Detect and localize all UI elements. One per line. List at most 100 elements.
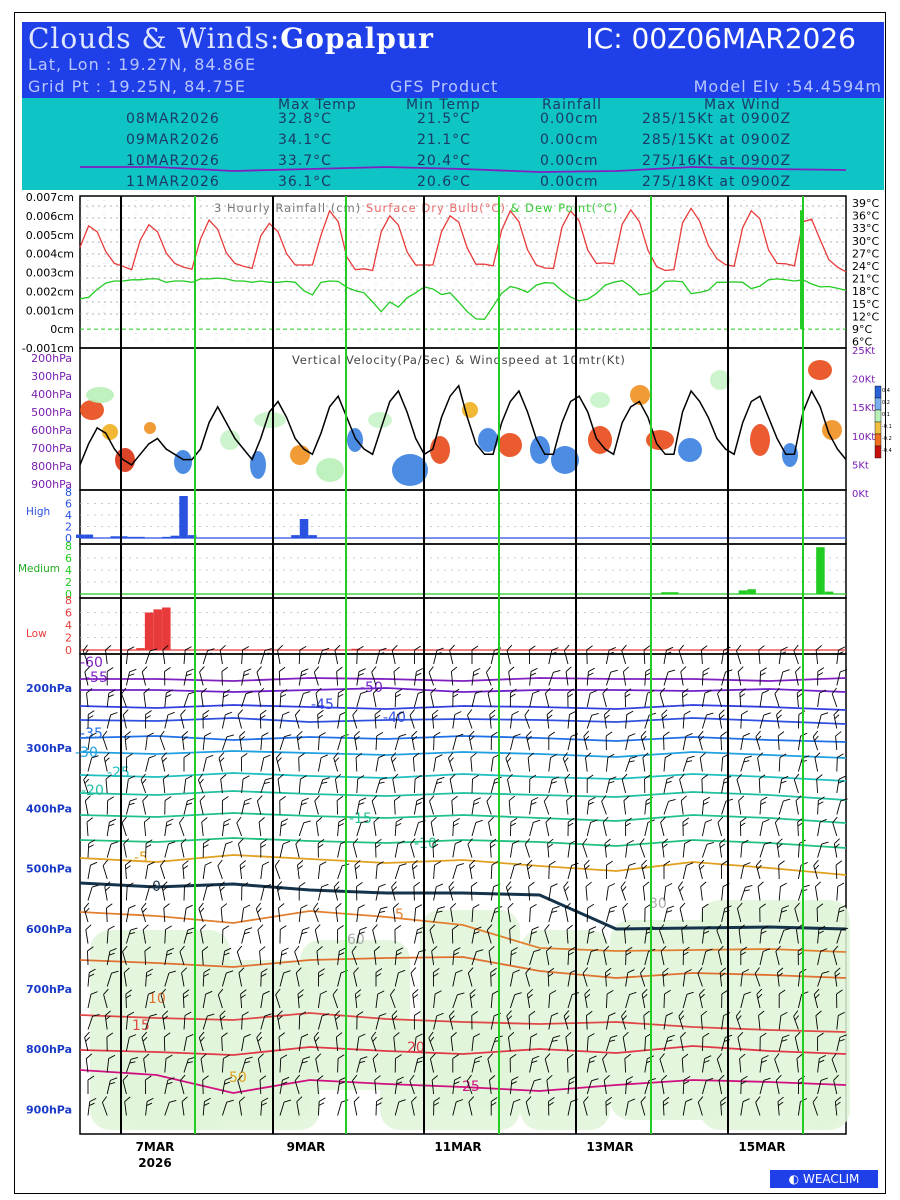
- wind-barb-staff: [297, 994, 300, 1009]
- wind-barb-staff: [412, 994, 415, 1009]
- wind-barb-staff: [605, 757, 609, 772]
- wind-barb: [564, 902, 571, 923]
- wind-barb-flag: [281, 952, 287, 956]
- wind-barb: [471, 645, 479, 664]
- wind-barb: [701, 1077, 714, 1095]
- wind-barb: [641, 988, 648, 1009]
- wind-barb-flag: [294, 1074, 301, 1081]
- wind-barb: [102, 859, 109, 880]
- wind-barb-staff: [294, 714, 300, 729]
- wind-barb: [836, 646, 846, 665]
- wind-barb-flag: [526, 859, 533, 866]
- wind-barb-staff: [241, 671, 245, 686]
- wind-barb-staff: [356, 1037, 360, 1052]
- wind-barb: [220, 774, 227, 794]
- wind-barb: [776, 838, 783, 858]
- wind-barb-flag: [533, 949, 541, 953]
- wind-barb-flag: [740, 817, 747, 823]
- temperature-contour: [79, 790, 847, 801]
- wind-barb-flag: [102, 1096, 108, 1103]
- wind-barb: [623, 924, 631, 944]
- wind-barb-staff: [662, 1101, 665, 1116]
- wind-barb-staff: [679, 908, 684, 923]
- wind-barb-flag: [103, 988, 109, 995]
- wind-barb: [181, 731, 189, 751]
- wind-barb-flag: [168, 970, 176, 974]
- wind-barb-flag: [200, 924, 206, 931]
- wind-barb: [298, 691, 311, 708]
- wind-barb-flag: [491, 860, 499, 866]
- wind-barb-flag: [589, 690, 597, 694]
- wind-barb: [508, 666, 515, 686]
- wind-barb-staff: [393, 671, 396, 686]
- wind-barb-flag: [735, 1010, 741, 1017]
- wind-barb: [394, 925, 402, 944]
- wind-barb-staff: [547, 972, 550, 987]
- wind-barb-flag: [474, 797, 481, 802]
- wind-barb-staff: [179, 951, 185, 966]
- wind-barb: [681, 924, 688, 944]
- wind-barb: [793, 644, 799, 665]
- humidity-shading: [520, 930, 610, 1130]
- wind-barb: [260, 968, 268, 987]
- wind-barb-flag: [622, 1031, 629, 1038]
- wind-barb-flag: [280, 689, 288, 694]
- wind-barb: [682, 991, 694, 1009]
- wind-barb-staff: [317, 736, 320, 751]
- wind-barb: [817, 1032, 824, 1051]
- wind-barb-staff: [563, 650, 569, 665]
- wind-barb-flag: [757, 752, 764, 759]
- wind-barb: [164, 689, 173, 708]
- wind-barb-staff: [660, 951, 665, 966]
- wind-barb: [699, 988, 705, 1009]
- wind-barb: [433, 861, 442, 880]
- wind-barb-flag: [682, 688, 689, 694]
- wind-barb: [337, 1099, 349, 1116]
- cloud-bar: [669, 592, 679, 594]
- wind-barb-staff: [814, 757, 819, 772]
- wind-barb-flag: [277, 774, 284, 780]
- wind-barb-flag: [469, 989, 476, 995]
- wind-barb: [430, 1053, 436, 1073]
- wind-barb: [413, 774, 422, 794]
- wind-barb-flag: [625, 693, 631, 698]
- wind-barb: [586, 690, 597, 708]
- wind-barb-staff: [641, 994, 646, 1009]
- temperature-contour: [79, 1069, 847, 1094]
- wind-barb: [394, 818, 403, 837]
- wind-barb: [356, 882, 363, 901]
- wind-barb: [316, 1075, 324, 1095]
- wind-barb-staff: [644, 929, 648, 944]
- wind-barb: [529, 690, 540, 708]
- wind-barb-staff: [644, 822, 649, 837]
- wind-barb-staff: [566, 929, 569, 944]
- wind-barb-flag: [127, 1011, 135, 1016]
- wind-barb-flag: [832, 816, 838, 823]
- wind-barb-flag: [198, 1031, 205, 1038]
- wind-barb-staff: [814, 886, 819, 901]
- wind-barb-flag: [486, 795, 492, 802]
- wind-barb-staff: [241, 779, 244, 794]
- wind-barb-staff: [375, 735, 378, 751]
- wind-barb-staff: [700, 1015, 703, 1030]
- wind-barb-flag: [565, 902, 571, 909]
- wind-barb-flag: [563, 881, 569, 888]
- wind-barb-flag: [315, 687, 322, 694]
- wind-barb-staff: [470, 757, 473, 772]
- wind-barb: [487, 687, 494, 708]
- wind-barb-flag: [660, 945, 667, 952]
- wind-barb-flag: [566, 795, 573, 801]
- wind-barb-flag: [700, 881, 707, 887]
- wind-barb-staff: [356, 671, 360, 686]
- wind-barb-staff: [832, 951, 838, 966]
- wind-barb-flag: [262, 990, 270, 995]
- wind-barb-staff: [106, 843, 112, 858]
- wind-barb-flag: [699, 752, 706, 759]
- axis-tick-label: 0.004cm: [26, 248, 74, 261]
- stats-cell: 32.8°C: [278, 111, 332, 127]
- velocity-cell: [316, 458, 344, 482]
- wind-barb-staff: [682, 843, 686, 858]
- wind-barb-staff: [221, 693, 225, 708]
- wind-barb-flag: [835, 860, 843, 866]
- wind-barb-flag: [391, 881, 397, 888]
